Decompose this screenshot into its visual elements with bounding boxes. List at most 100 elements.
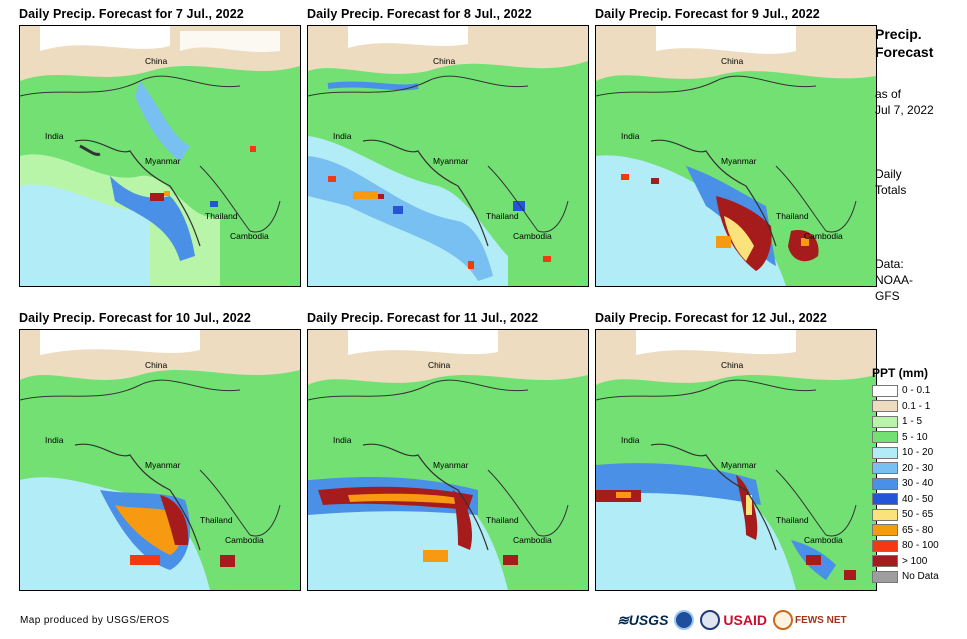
label-thailand: Thailand <box>200 515 233 525</box>
title-line-2: Forecast <box>875 44 934 60</box>
legend-item: 40 - 50 <box>872 492 939 508</box>
precip-map-graphic <box>596 26 876 286</box>
label-cambodia: Cambodia <box>804 231 843 241</box>
legend-swatch <box>872 477 898 490</box>
legend-swatch <box>872 508 898 521</box>
label-thailand: Thailand <box>776 515 809 525</box>
legend-label: 50 - 65 <box>902 509 934 521</box>
legend-item: 0.1 - 1 <box>872 399 939 415</box>
legend-label: 10 - 20 <box>902 447 934 459</box>
fewsnet-logo: FEWS NET <box>772 610 847 630</box>
legend-label: 0.1 - 1 <box>902 400 931 412</box>
partner-logos: ≋USGS USAID FEWS NET <box>617 607 853 633</box>
label-myanmar: Myanmar <box>145 460 181 470</box>
label-cambodia: Cambodia <box>513 535 552 545</box>
title-line-1: Precip. <box>875 26 922 42</box>
legend-swatch <box>872 524 898 537</box>
panel-title: Daily Precip. Forecast for 12 Jul., 2022 <box>595 311 827 325</box>
precip-map: China India Myanmar Thailand Cambodia <box>19 329 301 591</box>
label-myanmar: Myanmar <box>721 156 757 166</box>
data-line-3: GFS <box>875 289 900 303</box>
forecast-panel-jul9: Daily Precip. Forecast for 9 Jul., 2022 … <box>595 7 877 289</box>
panel-title: Daily Precip. Forecast for 8 Jul., 2022 <box>307 7 532 21</box>
legend-label: 20 - 30 <box>902 462 934 474</box>
legend-label: No Data <box>902 571 939 583</box>
usaid-seal-icon <box>700 610 721 630</box>
legend-label: 65 - 80 <box>902 524 934 536</box>
forecast-panel-jul11: Daily Precip. Forecast for 11 Jul., 2022… <box>307 311 589 593</box>
map-credit: Map produced by USGS/EROS <box>20 615 170 626</box>
data-source: Data: NOAA- GFS <box>875 256 913 304</box>
label-china: China <box>428 360 451 370</box>
label-india: India <box>621 435 640 445</box>
legend-item: No Data <box>872 569 939 585</box>
legend-item: 50 - 65 <box>872 507 939 523</box>
forecast-panel-jul7: Daily Precip. Forecast for 7 Jul., 2022 … <box>19 7 301 289</box>
noaa-emblem-icon <box>674 610 695 630</box>
legend-swatch <box>872 446 898 459</box>
label-thailand: Thailand <box>486 211 519 221</box>
legend-item: 80 - 100 <box>872 538 939 554</box>
legend-label: 1 - 5 <box>902 416 923 428</box>
legend-swatch <box>872 555 898 568</box>
legend-item: 65 - 80 <box>872 523 939 539</box>
label-china: China <box>145 360 168 370</box>
forecast-panel-jul10: Daily Precip. Forecast for 10 Jul., 2022… <box>19 311 301 593</box>
fewsnet-text: FEWS NET <box>794 614 847 626</box>
legend-swatch <box>872 384 898 397</box>
precip-map-graphic <box>596 330 876 590</box>
legend-label: > 100 <box>902 555 928 567</box>
precip-map: China India Myanmar Thailand Cambodia <box>19 25 301 287</box>
label-india: India <box>621 131 640 141</box>
legend-swatch <box>872 462 898 475</box>
legend-item: 30 - 40 <box>872 476 939 492</box>
label-china: China <box>721 360 744 370</box>
legend-label: 0 - 0.1 <box>902 385 931 397</box>
forecast-panel-jul12: Daily Precip. Forecast for 12 Jul., 2022… <box>595 311 877 593</box>
legend-swatch <box>872 400 898 413</box>
label-china: China <box>433 56 456 66</box>
forecast-panel-jul8: Daily Precip. Forecast for 8 Jul., 2022 … <box>307 7 589 289</box>
label-india: India <box>333 131 352 141</box>
panel-title: Daily Precip. Forecast for 7 Jul., 2022 <box>19 7 244 21</box>
asof-line-2: Jul 7, 2022 <box>875 103 934 117</box>
label-thailand: Thailand <box>776 211 809 221</box>
as-of-date: as of Jul 7, 2022 <box>875 86 934 118</box>
label-china: China <box>145 56 168 66</box>
panel-title: Daily Precip. Forecast for 11 Jul., 2022 <box>307 311 539 325</box>
sidebar-title: Precip. Forecast <box>875 25 933 61</box>
data-line-1: Data: <box>875 257 904 271</box>
label-myanmar: Myanmar <box>433 156 469 166</box>
legend-swatch <box>872 539 898 552</box>
totals-line-1: Daily <box>875 167 902 181</box>
usaid-text: USAID <box>723 612 767 628</box>
legend-item: 0 - 0.1 <box>872 383 939 399</box>
usgs-logo: ≋USGS <box>617 611 669 628</box>
legend-item: 10 - 20 <box>872 445 939 461</box>
precip-map: China India Myanmar Thailand Cambodia <box>307 329 589 591</box>
label-india: India <box>45 131 64 141</box>
asof-line-1: as of <box>875 87 902 101</box>
data-line-2: NOAA- <box>875 273 914 287</box>
label-cambodia: Cambodia <box>225 535 264 545</box>
legend-label: 30 - 40 <box>902 478 934 490</box>
fewsnet-emblem-icon <box>772 610 793 630</box>
legend-swatch <box>872 415 898 428</box>
label-cambodia: Cambodia <box>513 231 552 241</box>
label-thailand: Thailand <box>205 211 238 221</box>
label-thailand: Thailand <box>486 515 519 525</box>
panel-title: Daily Precip. Forecast for 10 Jul., 2022 <box>19 311 251 325</box>
usaid-logo: USAID <box>700 610 767 630</box>
precip-map-graphic <box>20 330 300 590</box>
label-india: India <box>45 435 64 445</box>
legend-label: 80 - 100 <box>902 540 939 552</box>
noaa-logo <box>674 610 695 630</box>
label-cambodia: Cambodia <box>804 535 843 545</box>
precip-map-graphic <box>20 26 300 286</box>
label-cambodia: Cambodia <box>230 231 269 241</box>
legend-item: 20 - 30 <box>872 461 939 477</box>
ppt-legend: PPT (mm) 0 - 0.1 0.1 - 1 1 - 5 5 - 10 10 - 2… <box>872 366 939 585</box>
legend-title: PPT (mm) <box>872 366 929 380</box>
legend-swatch <box>872 570 898 583</box>
legend-label: 40 - 50 <box>902 493 934 505</box>
